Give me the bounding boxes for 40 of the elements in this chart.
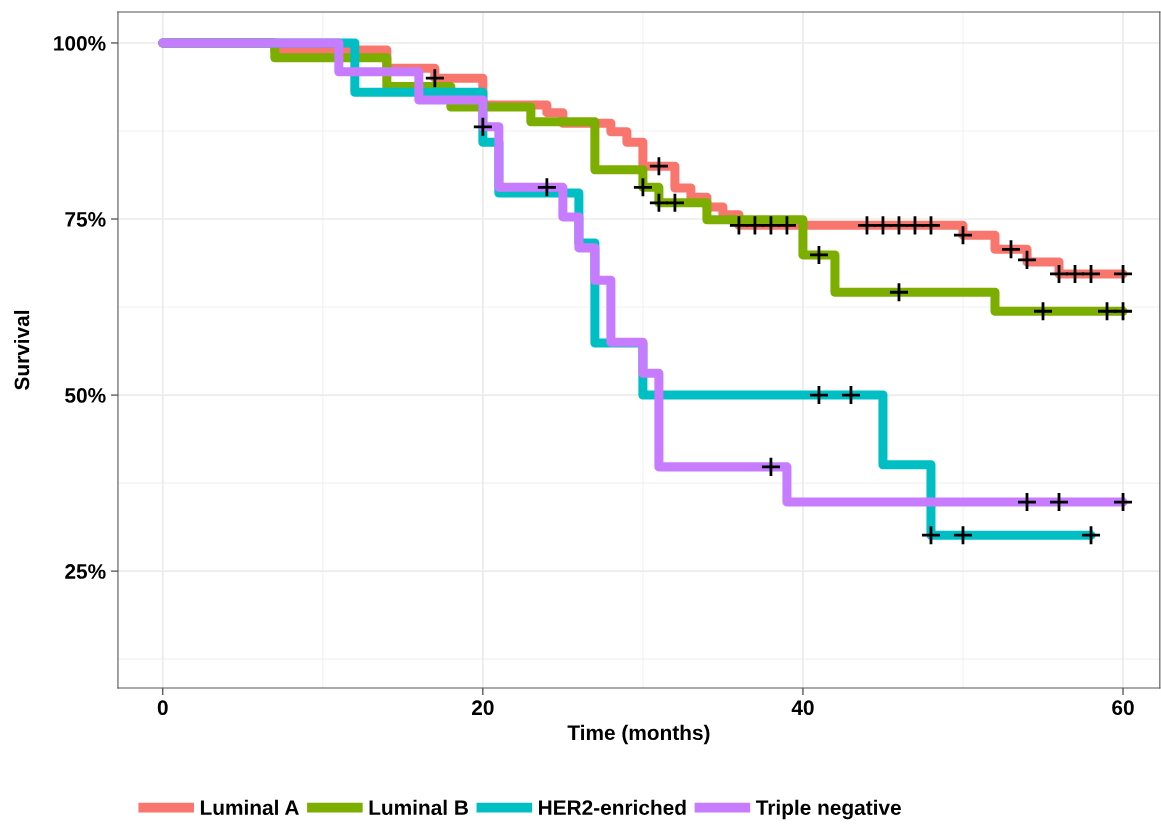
point: [952, 224, 974, 246]
x-tick-label: 40: [791, 700, 814, 716]
x-tick-label: 0: [157, 700, 168, 716]
point: [920, 524, 942, 546]
y-tick-label: 75%: [65, 212, 106, 227]
x-axis-title: Time (months): [567, 724, 710, 745]
point: [888, 281, 910, 303]
point: [808, 244, 830, 266]
point: [664, 192, 686, 214]
point: [632, 176, 654, 198]
x-tick-label: 20: [471, 700, 494, 716]
point: [1000, 238, 1022, 260]
point: [1112, 263, 1134, 285]
point: [472, 116, 494, 138]
point: [536, 176, 558, 198]
legend-label: Luminal A: [200, 799, 299, 816]
y-tick-label: 100%: [54, 35, 106, 51]
legend-label: Triple negative: [755, 799, 901, 820]
y-tick-label: 50%: [65, 388, 106, 403]
legend-label: HER2-enriched: [539, 799, 686, 816]
point: [648, 155, 670, 177]
point: [1048, 491, 1070, 513]
point: [808, 384, 830, 406]
y-tick-label: 25%: [65, 564, 106, 579]
point: [952, 524, 974, 546]
point: [1080, 524, 1102, 546]
point: [776, 214, 798, 236]
point: [1080, 263, 1102, 285]
point: [1016, 249, 1038, 271]
y-axis-title: Survival: [14, 310, 30, 390]
point: [1016, 491, 1038, 513]
point: [1032, 300, 1054, 322]
point: [1112, 491, 1134, 513]
point: [840, 384, 862, 406]
point: [424, 67, 446, 89]
x-tick-label: 60: [1112, 700, 1134, 716]
point: [920, 214, 942, 236]
point: [1112, 300, 1134, 322]
legend-label: Luminal B: [369, 799, 468, 816]
point: [760, 456, 782, 478]
